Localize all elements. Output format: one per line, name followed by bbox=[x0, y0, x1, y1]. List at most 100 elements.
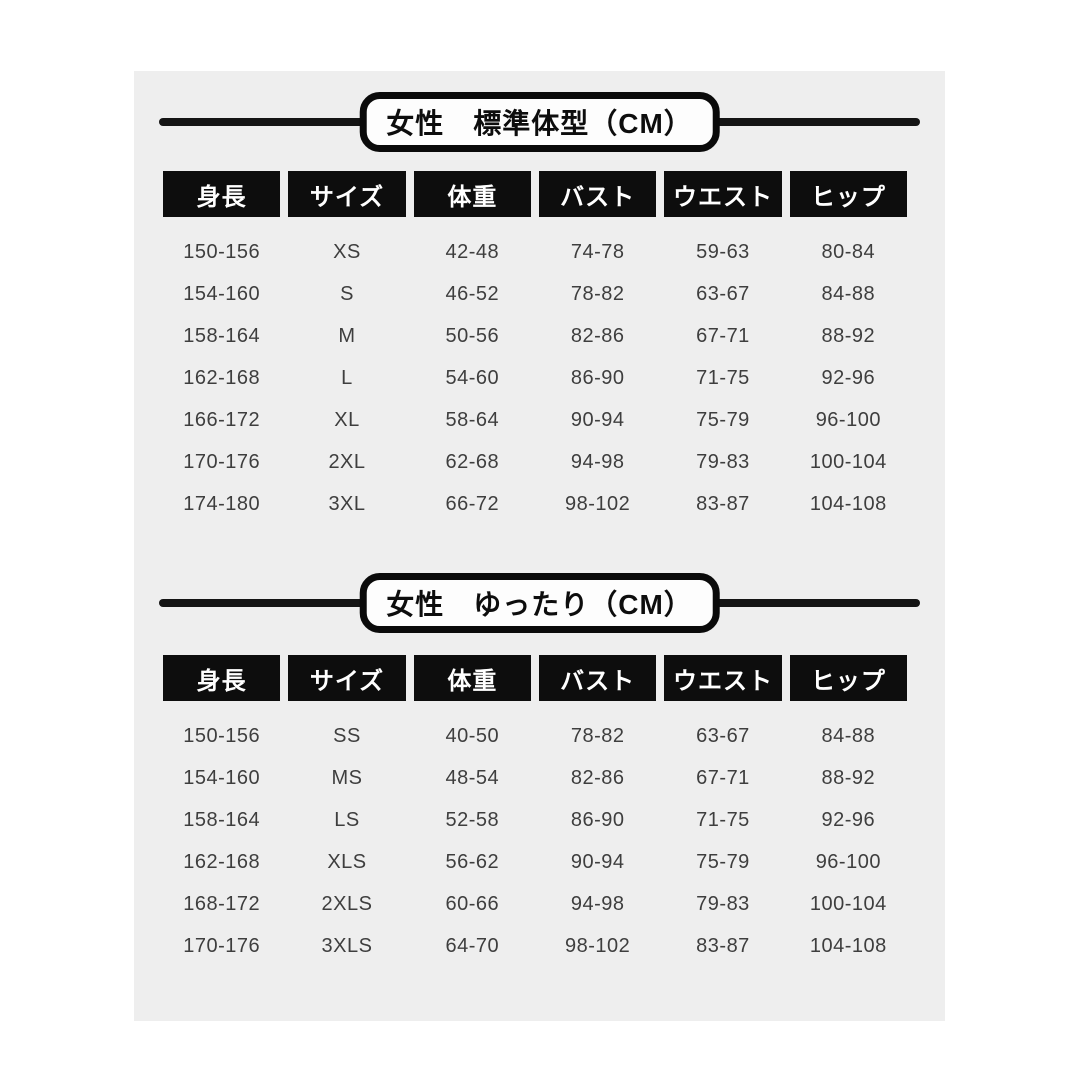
table-cell: 56-62 bbox=[445, 850, 500, 873]
table-cell: 90-94 bbox=[570, 408, 625, 431]
table-cell: XLS bbox=[327, 850, 367, 873]
table-cell: 66-72 bbox=[445, 492, 500, 515]
table-cell: 92-96 bbox=[821, 366, 876, 389]
table-cell: 168-172 bbox=[183, 892, 261, 915]
table-cell: 2XL bbox=[328, 450, 366, 473]
table-cell: 98-102 bbox=[565, 492, 631, 515]
column-header-0: 身長 bbox=[163, 171, 281, 217]
table-cell: 82-86 bbox=[570, 766, 625, 789]
table-cell: 158-164 bbox=[183, 808, 261, 831]
column-header-3: バスト bbox=[539, 655, 657, 701]
table-cell: 166-172 bbox=[183, 408, 261, 431]
table-cell: MS bbox=[331, 766, 363, 789]
table-cell: 42-48 bbox=[445, 240, 500, 263]
table-row: 170-176 3XLS 64-70 98-102 83-87 104-108 bbox=[163, 925, 907, 967]
table-cell: 62-68 bbox=[445, 450, 500, 473]
table-cell: 104-108 bbox=[809, 934, 887, 957]
title-band-standard: 女性 標準体型（CM） bbox=[159, 92, 920, 152]
table-cell: 90-94 bbox=[570, 850, 625, 873]
table-cell: 78-82 bbox=[570, 282, 625, 305]
column-header-0: 身長 bbox=[163, 655, 281, 701]
table-cell: 162-168 bbox=[183, 366, 261, 389]
table-cell: 71-75 bbox=[696, 366, 750, 389]
table-title-loose: 女性 ゆったり（CM） bbox=[359, 573, 720, 633]
table-cell: 84-88 bbox=[821, 282, 876, 305]
table-cell: 150-156 bbox=[183, 240, 261, 263]
table-cell: 150-156 bbox=[183, 724, 261, 747]
column-header-4: ウエスト bbox=[664, 171, 782, 217]
table-cell: 48-54 bbox=[445, 766, 500, 789]
table-cell: 78-82 bbox=[570, 724, 625, 747]
table-cell: 98-102 bbox=[565, 934, 631, 957]
column-header-4: ウエスト bbox=[664, 655, 782, 701]
table-cell: 67-71 bbox=[696, 766, 750, 789]
table-cell: 170-176 bbox=[183, 450, 261, 473]
table-row: 150-156 SS 40-50 78-82 63-67 84-88 bbox=[163, 715, 907, 757]
table-row: 174-180 3XL 66-72 98-102 83-87 104-108 bbox=[163, 483, 907, 525]
column-header-2: 体重 bbox=[413, 171, 531, 217]
table-cell: 96-100 bbox=[815, 408, 881, 431]
table-cell: 63-67 bbox=[696, 724, 750, 747]
table-cell: 84-88 bbox=[821, 724, 876, 747]
table-cell: XL bbox=[334, 408, 360, 431]
table-cell: 50-56 bbox=[445, 324, 500, 347]
table-cell: 104-108 bbox=[809, 492, 887, 515]
table-cell: 58-64 bbox=[445, 408, 500, 431]
table-cell: 154-160 bbox=[183, 766, 261, 789]
table-cell: 86-90 bbox=[570, 366, 625, 389]
table-cell: 52-58 bbox=[445, 808, 500, 831]
table-row: 154-160 S 46-52 78-82 63-67 84-88 bbox=[163, 273, 907, 315]
table-cell: 75-79 bbox=[696, 408, 750, 431]
table-cell: 154-160 bbox=[183, 282, 261, 305]
table-cell: S bbox=[340, 282, 354, 305]
table-cell: 60-66 bbox=[445, 892, 500, 915]
table-cell: 100-104 bbox=[809, 892, 887, 915]
table-row: 150-156 XS 42-48 74-78 59-63 80-84 bbox=[163, 231, 907, 273]
table-cell: 100-104 bbox=[809, 450, 887, 473]
table-cell: 80-84 bbox=[821, 240, 876, 263]
table-row: 170-176 2XL 62-68 94-98 79-83 100-104 bbox=[163, 441, 907, 483]
table-cell: 3XL bbox=[328, 492, 366, 515]
table-row: 158-164 M 50-56 82-86 67-71 88-92 bbox=[163, 315, 907, 357]
table-row: 168-172 2XLS 60-66 94-98 79-83 100-104 bbox=[163, 883, 907, 925]
table-row: 154-160 MS 48-54 82-86 67-71 88-92 bbox=[163, 757, 907, 799]
table-cell: 174-180 bbox=[183, 492, 261, 515]
table-cell: 96-100 bbox=[815, 850, 881, 873]
column-header-1: サイズ bbox=[288, 655, 406, 701]
table-cell: 88-92 bbox=[821, 766, 876, 789]
table-cell: 64-70 bbox=[445, 934, 500, 957]
column-header-5: ヒップ bbox=[789, 655, 907, 701]
table-cell: 79-83 bbox=[696, 892, 750, 915]
table-cell: XS bbox=[333, 240, 361, 263]
table-cell: L bbox=[341, 366, 353, 389]
table-row: 162-168 XLS 56-62 90-94 75-79 96-100 bbox=[163, 841, 907, 883]
table-cell: 2XLS bbox=[321, 892, 373, 915]
table-cell: 79-83 bbox=[696, 450, 750, 473]
table-cell: 86-90 bbox=[570, 808, 625, 831]
column-header-5: ヒップ bbox=[789, 171, 907, 217]
table-cell: 46-52 bbox=[445, 282, 500, 305]
table-cell: 67-71 bbox=[696, 324, 750, 347]
table-cell: LS bbox=[334, 808, 360, 831]
table-body-loose: 150-156 SS 40-50 78-82 63-67 84-88 154-160 MS 48… bbox=[163, 715, 907, 967]
table-cell: 54-60 bbox=[445, 366, 500, 389]
table-cell: 3XLS bbox=[321, 934, 373, 957]
table-cell: 162-168 bbox=[183, 850, 261, 873]
table-cell: 92-96 bbox=[821, 808, 876, 831]
table-cell: 83-87 bbox=[696, 934, 750, 957]
size-chart-panel: 女性 標準体型（CM） 身長 サイズ 体重 バスト ウエスト ヒップ 150-156 XS 4… bbox=[134, 71, 945, 1021]
table-cell: 88-92 bbox=[821, 324, 876, 347]
table-cell: 158-164 bbox=[183, 324, 261, 347]
table-row: 166-172 XL 58-64 90-94 75-79 96-100 bbox=[163, 399, 907, 441]
column-header-row-loose: 身長 サイズ 体重 バスト ウエスト ヒップ bbox=[163, 655, 907, 701]
table-cell: 59-63 bbox=[696, 240, 750, 263]
table-cell: 94-98 bbox=[570, 450, 625, 473]
column-header-1: サイズ bbox=[288, 171, 406, 217]
column-header-2: 体重 bbox=[413, 655, 531, 701]
table-cell: 170-176 bbox=[183, 934, 261, 957]
table-cell: 74-78 bbox=[570, 240, 625, 263]
table-body-standard: 150-156 XS 42-48 74-78 59-63 80-84 154-160 S 46-… bbox=[163, 231, 907, 525]
table-row: 158-164 LS 52-58 86-90 71-75 92-96 bbox=[163, 799, 907, 841]
table-title-standard: 女性 標準体型（CM） bbox=[359, 92, 720, 152]
table-cell: 83-87 bbox=[696, 492, 750, 515]
